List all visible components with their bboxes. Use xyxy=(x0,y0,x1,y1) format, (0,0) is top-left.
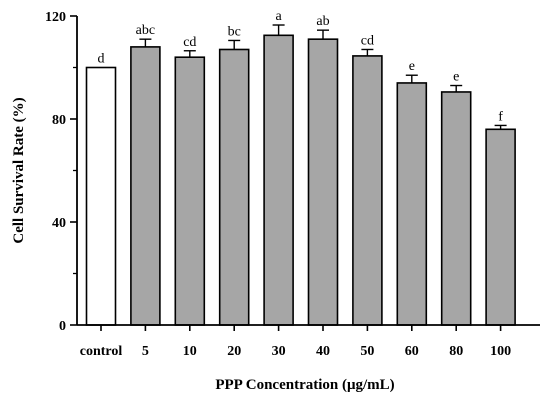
x-tick-label-5: 5 xyxy=(142,344,149,359)
significance-label-60: e xyxy=(409,59,415,74)
y-tick-label-0: 0 xyxy=(59,319,66,334)
bar-30 xyxy=(263,34,294,326)
bar-50 xyxy=(352,55,383,326)
x-tick-label-40: 40 xyxy=(316,344,330,359)
bar-20 xyxy=(218,48,250,326)
x-axis-title: PPP Concentration (μg/mL) xyxy=(215,377,394,393)
y-tick-label-120: 120 xyxy=(45,10,66,25)
y-tick-label-40: 40 xyxy=(52,216,66,231)
significance-label-control: d xyxy=(98,52,105,67)
x-tick-label-20: 20 xyxy=(227,344,241,359)
x-tick-label-80: 80 xyxy=(449,344,463,359)
x-tick-label-control: control xyxy=(80,344,123,359)
x-tick-label-30: 30 xyxy=(272,344,286,359)
x-tick-label-60: 60 xyxy=(405,344,419,359)
y-tick-label-80: 80 xyxy=(52,113,66,128)
significance-label-40: ab xyxy=(316,14,329,29)
significance-label-10: cd xyxy=(183,35,196,50)
significance-label-50: cd xyxy=(361,33,374,48)
significance-label-100: f xyxy=(498,109,503,124)
bar-60 xyxy=(396,82,428,326)
bar-10 xyxy=(174,56,206,326)
x-tick-label-100: 100 xyxy=(490,344,511,359)
significance-label-30: a xyxy=(275,9,282,24)
bar-40 xyxy=(307,38,339,326)
bar-control xyxy=(85,66,117,326)
bar-100 xyxy=(485,128,516,326)
significance-label-5: abc xyxy=(136,23,155,38)
x-tick-label-50: 50 xyxy=(360,344,374,359)
significance-label-20: bc xyxy=(228,24,241,39)
bar-5 xyxy=(130,46,161,326)
y-axis-title: Cell Survival Rate (%) xyxy=(11,97,27,243)
bars-layer: d abc cd bc a ab cd e e f xyxy=(85,9,516,326)
bar-80 xyxy=(440,91,472,326)
x-tick-label-10: 10 xyxy=(183,344,197,359)
significance-label-80: e xyxy=(453,70,459,85)
axes-layer: control 5 10 20 30 40 50 60 80 100 0 40 80 120 xyxy=(45,10,540,359)
